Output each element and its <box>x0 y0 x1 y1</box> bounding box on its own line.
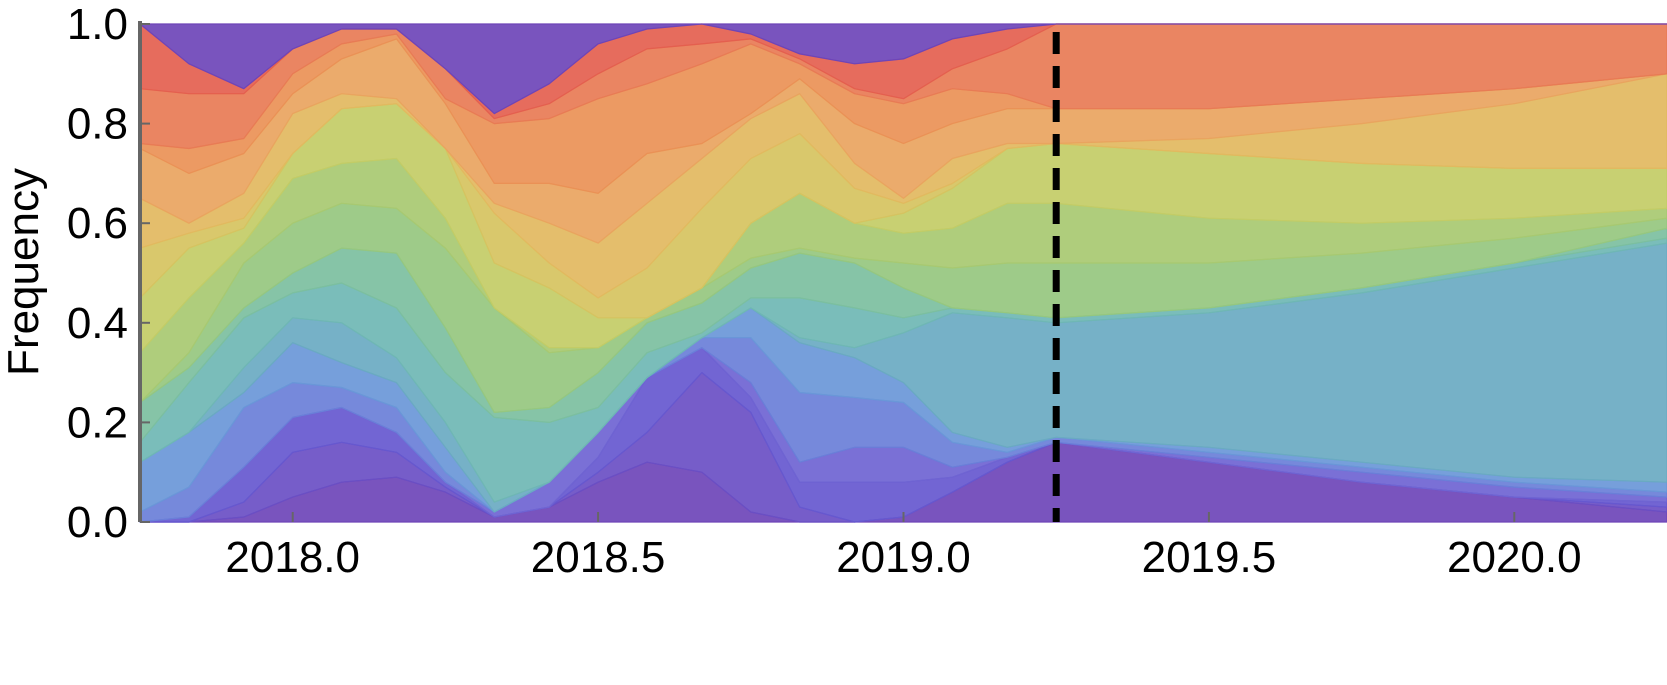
y-axis-title: Frequency <box>0 168 48 376</box>
x-tick-label: 2019.5 <box>1142 533 1277 582</box>
y-tick-label: 0.6 <box>67 199 128 248</box>
y-tick-label: 0.0 <box>67 498 128 547</box>
y-tick-label: 0.2 <box>67 398 128 447</box>
x-tick-label: 2020.0 <box>1447 533 1582 582</box>
x-tick-label: 2018.0 <box>225 533 360 582</box>
axes: 0.0 0.2 0.4 0.6 0.8 1.0 2018.0 2018.5 2019.0 2019… <box>67 0 1582 582</box>
stacked-areas <box>139 23 1667 523</box>
y-tick-label: 0.4 <box>67 299 128 348</box>
y-tick-label: 1.0 <box>67 0 128 49</box>
area-band-19 <box>139 23 1667 115</box>
x-tick-label: 2018.5 <box>531 533 666 582</box>
x-tick-label: 2019.0 <box>836 533 971 582</box>
y-tick-label: 0.8 <box>67 100 128 149</box>
